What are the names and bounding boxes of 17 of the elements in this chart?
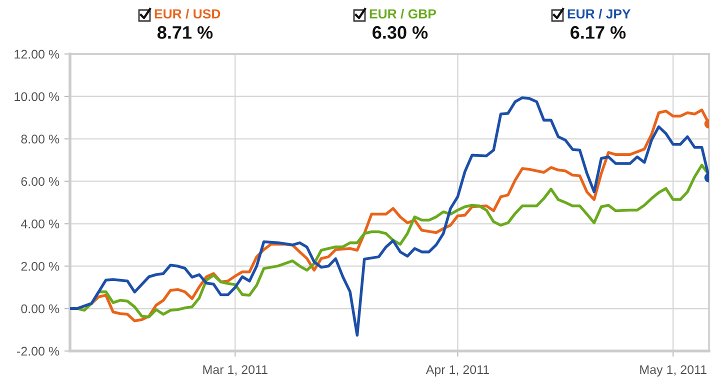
text: 8.71 % [157,26,213,39]
x-tick-label: May 1, 2011 [640,365,706,377]
text: EUR / USD [154,8,220,19]
y-tick-label: 2.00 % [21,262,60,271]
text: EUR / JPY [568,8,631,19]
y-tick-label: 8.00 % [21,134,60,144]
y-tick-label: 12.00 % [14,50,60,59]
y-tick-label: 10.00 % [14,92,60,102]
y-tick-label: 4.00 % [20,220,60,228]
y-tick-label: 0.00 % [21,304,60,314]
text: EUR / GBP [370,8,436,19]
x-tick-label: Mar 1, 2011 [203,365,268,376]
y-tick-label: 6.00 % [21,177,60,186]
text: 6.30 % [372,26,428,39]
text: 6.17 % [570,26,626,39]
y-tick-label: -2.00 % [17,346,60,356]
x-tick-label: Apr 1, 2011 [426,365,489,377]
